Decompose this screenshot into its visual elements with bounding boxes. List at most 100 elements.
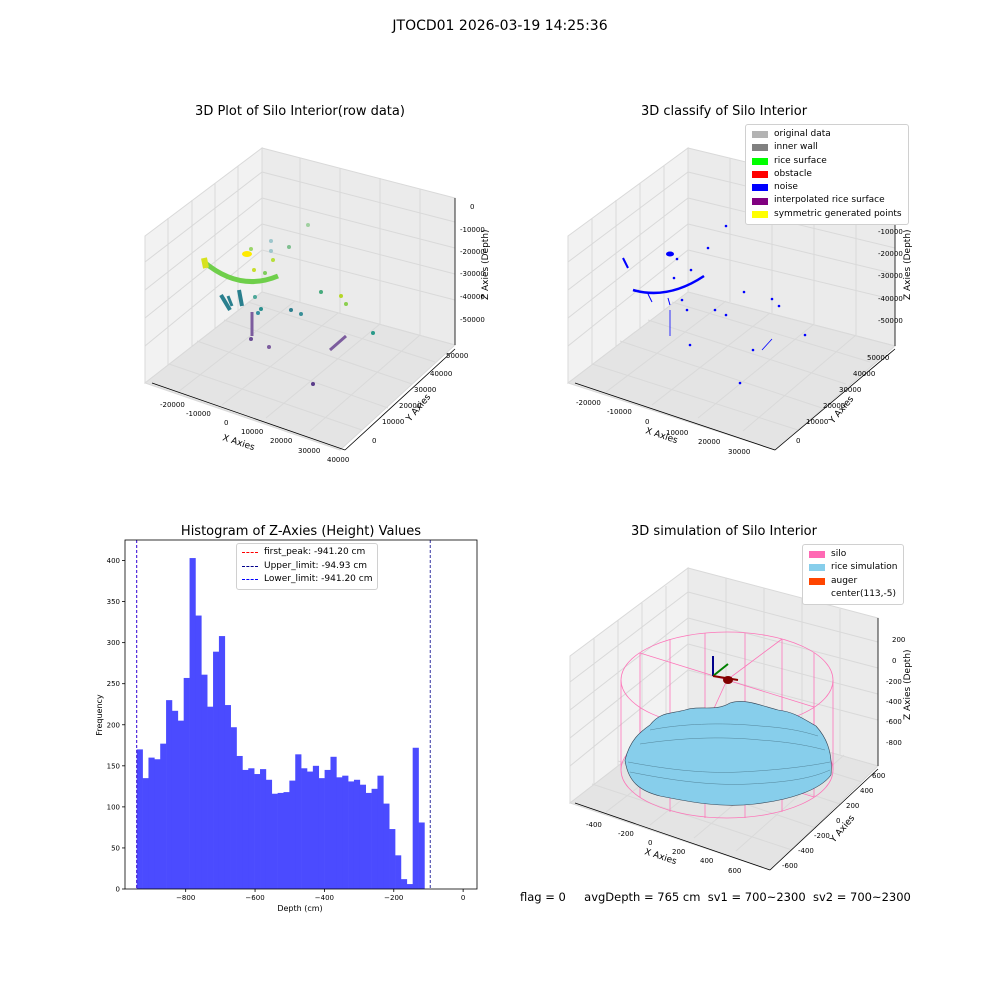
sv2-text: sv2 = 700~2300 [812,890,911,904]
histogram-xtick-label: 0 [461,894,465,902]
legend-item: Upper_limit: -94.93 cm [242,560,372,574]
legend-label: Lower_limit: -941.20 cm [264,574,373,584]
histogram-bar [324,769,331,889]
histogram-legend: first_peak: -941.20 cm Upper_limit: -94.… [236,543,379,590]
sim3d-xtick: 400 [700,857,713,865]
classify3d-ytick: 0 [796,437,800,445]
histogram-bar [254,774,261,889]
raw3d-ytick: 40000 [430,370,452,378]
classify3d-zlabel: Z Axies (Depth) [903,229,913,300]
sim3d-ytick: 400 [860,787,873,795]
legend-label: obstacle [774,168,812,179]
histogram-bar [289,780,296,889]
histogram-bar [171,710,179,889]
histogram-bar [189,558,196,889]
histogram-bar [265,779,273,889]
classify3d-xtick: 0 [645,418,649,426]
legend-label: symmetric generated points [774,208,902,219]
sim3d-xtick: 0 [648,839,652,847]
sim3d-ztick: -800 [886,739,902,747]
histogram-title: Histogram of Z-Axies (Height) Values [180,524,422,539]
raw3d-xlabel: X Axies [221,433,256,453]
legend-item: original data [752,128,902,141]
sv1-text: sv1 = 700~2300 [707,890,806,904]
histogram-bar [318,778,325,889]
histogram-bar [160,743,167,889]
legend-label: rice simulation [831,562,898,573]
histogram-ytick-label: 0 [116,886,120,894]
histogram-frame [124,539,478,890]
legend-label: first_peak: -941.20 cm [264,547,366,557]
flag-text: flag = 0 [520,890,566,904]
histogram-bar [224,705,231,889]
sim3d-ytick: 200 [846,802,859,810]
classify3d-plot: -20000 -10000 0 10000 20000 30000 0 1000… [566,147,913,456]
legend-item: symmetric generated points [752,208,902,221]
histogram-bar [389,829,396,889]
legend-label: auger [831,575,858,586]
classify3d-xtick: -10000 [607,408,632,416]
legend-item: silo [809,548,897,561]
histogram-bar [395,855,402,889]
histogram-ytick-label: 350 [107,598,120,606]
histogram-bar [213,651,220,889]
raw3d-ztick: -30000 [460,270,485,278]
sim3d-ytick: -200 [814,832,830,840]
histogram-bar [248,768,255,889]
sim3d-ylabel: Y Axies [828,813,857,845]
sim3d-xtick: 600 [728,867,741,875]
raw3d-ytick: 10000 [382,418,404,426]
legend-item: noise [752,181,902,194]
raw3d-xtick: 0 [224,419,228,427]
raw3d-ztick: -40000 [460,293,485,301]
legend-item: first_peak: -941.20 cm [242,546,372,560]
histogram-bar [412,747,419,889]
histogram-bar [142,778,149,889]
sim3d-ztick: -600 [886,718,902,726]
histogram-bar [230,727,237,889]
raw3d-ytick: 0 [372,437,376,445]
sim3d-xtick: 200 [672,848,685,856]
histogram-bar [371,788,378,889]
raw3d-title: 3D Plot of Silo Interior(row data) [195,104,405,119]
raw3d-ytick: 50000 [446,352,468,360]
raw3d-ztick: -20000 [460,248,485,256]
raw3d-zlabel: Z Axies (Depth) [481,229,491,300]
raw3d-ytick: 30000 [414,386,436,394]
histogram-ylabel: Frequency [95,694,104,736]
classify3d-ytick: 30000 [839,386,861,394]
histogram-bar [218,636,226,889]
histogram-ytick-label: 400 [107,557,120,565]
classify3d-xtick: -20000 [576,399,601,407]
legend-item: Lower_limit: -941.20 cm [242,573,372,587]
legend-label: center(113,-5) [831,588,896,599]
raw3d-xtick: -10000 [186,410,211,418]
classify3d-xtick: 10000 [666,429,688,437]
histogram-bar [383,803,390,889]
histogram-bar [148,757,155,889]
histogram-vlines [136,540,431,889]
raw3d-ztick: -50000 [460,316,485,324]
sim3d-ztick: -400 [886,698,902,706]
histogram-ticks: −800 −600 −400 −200 0 0 50 100 150 200 250 300 350 40… [107,557,466,902]
sim3d-ztick: 0 [892,657,896,665]
legend-label: silo [831,549,847,559]
legend-item: rice surface [752,155,902,168]
classify3d-ztick: -50000 [878,317,903,325]
histogram-bar [359,784,367,889]
histogram-ytick-label: 200 [107,721,120,729]
raw3d-xtick: 30000 [298,447,320,455]
classify3d-ztick: -30000 [878,272,903,280]
sim3d-legend: silo rice simulation auger center(113,-5… [802,544,905,606]
classify3d-ztick: -40000 [878,295,903,303]
histogram-ytick-label: 300 [107,639,120,647]
legend-label: inner wall [774,142,818,153]
histogram-bar [330,756,337,889]
histogram-bar [295,754,302,889]
histogram-bar [201,674,208,889]
raw3d-xtick: 10000 [241,428,263,436]
legend-item: auger [809,575,897,588]
raw3d-ztick: -10000 [460,226,485,234]
sim3d-ztick: 200 [892,636,905,644]
histogram-bar [348,781,355,889]
